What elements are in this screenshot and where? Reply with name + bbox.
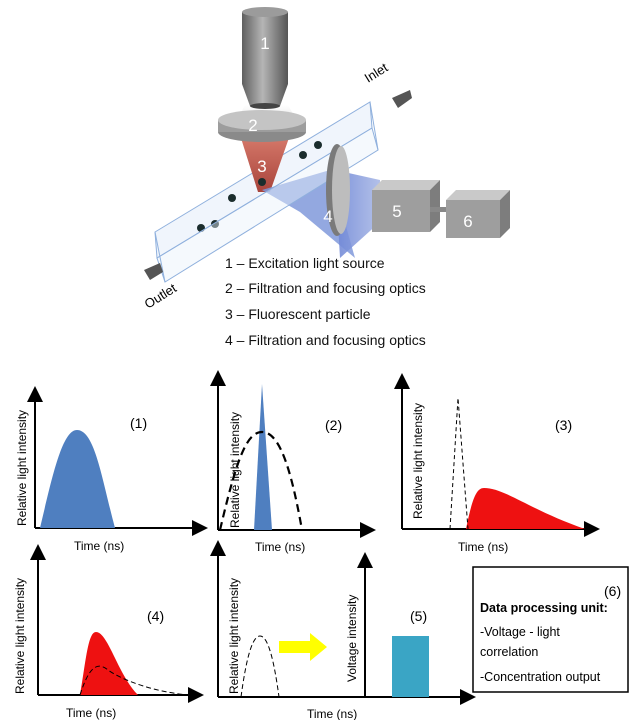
- label-6: 6: [463, 212, 472, 231]
- panel-3: (3) Time (ns) Relative light intensity: [394, 373, 600, 554]
- legend-item-1: 1 – Excitation light source: [225, 255, 385, 271]
- voltage-bar: [392, 636, 429, 697]
- panel-4-tag: (4): [147, 608, 164, 624]
- panel-2: (2) Time (ns) Relative light intensity: [210, 370, 376, 554]
- panel-1-ylabel: Relative light intensity: [15, 410, 29, 526]
- component-numbers: 1 2 3 4 5 6: [248, 34, 472, 231]
- panel-5-xlabel: Time (ns): [307, 707, 357, 720]
- red-pulse: [80, 632, 138, 695]
- legend-item-3: 3 – Fluorescent particle: [225, 306, 371, 322]
- panel-1: (1) Time (ns) Relative light intensity: [15, 386, 208, 553]
- label-3: 3: [257, 157, 266, 176]
- label-4: 4: [323, 207, 332, 226]
- legend: 1 – Excitation light source 2 – Filtrati…: [225, 255, 426, 348]
- processing-box: [446, 190, 510, 238]
- legend-item-4: 4 – Filtration and focusing optics: [225, 332, 426, 348]
- excitation-cone: [240, 135, 290, 192]
- excitation-envelope: [218, 430, 304, 531]
- excitation-spike-outline: [449, 397, 469, 530]
- panel-5-ylabel-light: Relative light intensity: [227, 578, 241, 694]
- legend-item-2: 2 – Filtration and focusing optics: [225, 280, 426, 296]
- panel-5-ylabel-voltage: Voltage intensity: [345, 595, 359, 682]
- outlet-label: Outlet: [142, 280, 180, 311]
- panel-5-tag: (5): [410, 608, 427, 624]
- panel-3-tag: (3): [555, 417, 572, 433]
- data-processing-box: [472, 566, 629, 693]
- panel-4-xlabel: Time (ns): [66, 706, 116, 720]
- light-pulse-outline: [240, 635, 280, 698]
- label-2: 2: [248, 116, 257, 135]
- focusing-lens-2: [326, 144, 350, 236]
- panel-1-tag: (1): [130, 415, 147, 431]
- decay-outline: [79, 665, 191, 696]
- inlet-icon: [392, 90, 412, 108]
- label-1: 1: [260, 34, 269, 53]
- panel-6-line-2: correlation: [480, 645, 538, 659]
- flow-cell-setup: 1 2 3 4 5 6 Inlet Outlet 1 – Excitation …: [142, 7, 510, 348]
- conversion-arrow: [279, 633, 327, 661]
- connector: [430, 207, 446, 212]
- panel-5: (5) Time (ns) Relative light intensity V…: [210, 540, 476, 721]
- focusing-lens-1: [218, 110, 306, 142]
- panel-3-xlabel: Time (ns): [458, 540, 508, 554]
- blue-spike: [254, 384, 272, 530]
- panel-2-xlabel: Time (ns): [255, 540, 305, 554]
- outlet-icon: [144, 263, 163, 280]
- red-pulse: [466, 488, 585, 529]
- panel-2-ylabel: Relative light intensity: [228, 412, 242, 528]
- inlet-label: Inlet: [362, 60, 391, 86]
- panel-2-tag: (2): [325, 417, 342, 433]
- panel-1-xlabel: Time (ns): [74, 539, 124, 553]
- panel-6-tag: (6): [604, 583, 621, 599]
- detector-box: [372, 180, 440, 232]
- excitation-light-source: [242, 7, 288, 109]
- label-5: 5: [392, 202, 401, 221]
- panel-4-ylabel: Relative light intensity: [13, 578, 27, 694]
- panel-6-line-1: -Voltage - light: [480, 625, 560, 639]
- particles: [197, 141, 322, 232]
- panel-3-ylabel: Relative light intensity: [411, 403, 425, 519]
- panel-4: (4) Time (ns) Relative light intensity: [13, 544, 204, 720]
- panel-6: (6) Data processing unit: -Voltage - lig…: [472, 566, 629, 693]
- panel-6-line-3: -Concentration output: [480, 670, 601, 684]
- blue-pulse: [40, 430, 115, 528]
- panel-6-title: Data processing unit:: [480, 601, 608, 615]
